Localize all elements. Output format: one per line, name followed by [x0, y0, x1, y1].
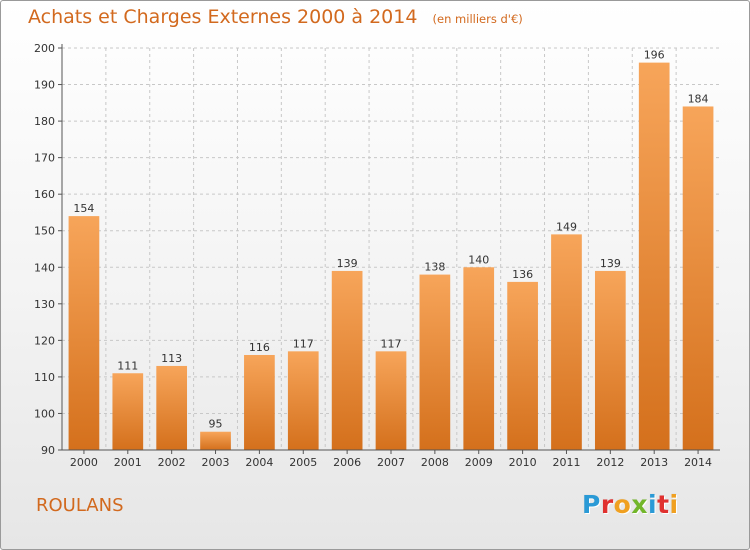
- x-tick-label: 2006: [333, 456, 361, 469]
- chart-subtitle: (en milliers d'€): [432, 12, 523, 26]
- y-tick-label: 160: [34, 188, 55, 201]
- y-tick-label: 110: [34, 371, 55, 384]
- chart-title: Achats et Charges Externes 2000 à 2014: [28, 6, 418, 28]
- bar-2008: [419, 274, 451, 450]
- logo-letter: i: [669, 490, 679, 519]
- y-tick-label: 90: [41, 444, 55, 457]
- x-tick-label: 2008: [421, 456, 449, 469]
- bar-2000: [68, 216, 100, 450]
- x-tick-label: 2013: [640, 456, 668, 469]
- data-label: 149: [556, 220, 577, 233]
- x-tick-label: 2012: [596, 456, 624, 469]
- bar-2011: [551, 234, 582, 450]
- data-label: 117: [381, 337, 402, 350]
- proxiti-logo: Proxiti: [582, 490, 679, 519]
- data-label: 136: [512, 268, 533, 281]
- data-label: 117: [293, 337, 314, 350]
- x-tick-label: 2000: [70, 456, 98, 469]
- x-tick-label: 2010: [509, 456, 537, 469]
- logo-letter: i: [648, 490, 658, 519]
- y-tick-label: 190: [34, 79, 55, 92]
- x-tick-label: 2001: [114, 456, 142, 469]
- logo-letter: t: [657, 490, 670, 519]
- bar-2005: [287, 351, 319, 450]
- y-tick-label: 120: [34, 334, 55, 347]
- bar-2010: [507, 281, 538, 450]
- data-label: 139: [337, 257, 358, 270]
- bar-2007: [375, 351, 407, 450]
- data-label: 140: [468, 253, 489, 266]
- data-label: 116: [249, 341, 270, 354]
- x-tick-label: 2009: [465, 456, 493, 469]
- data-labels: 154 111 113 95 116 117 139 117 138 140 136 149 139 19…: [73, 49, 708, 431]
- x-tick-label: 2004: [245, 456, 273, 469]
- y-tick-label: 150: [34, 225, 55, 238]
- x-tick-label: 2002: [158, 456, 186, 469]
- bar-2006: [331, 270, 363, 450]
- data-label: 95: [209, 418, 223, 431]
- axes: 90 100 110 120 130 140 150 160 170 180 190 200 2000 2…: [34, 42, 720, 469]
- x-tick-label: 2011: [552, 456, 580, 469]
- y-tick-label: 170: [34, 152, 55, 165]
- x-tick-label: 2003: [202, 456, 230, 469]
- data-label: 184: [688, 92, 709, 105]
- y-tick-label: 180: [34, 115, 55, 128]
- bar-2002: [156, 365, 188, 450]
- bar-2009: [463, 267, 495, 450]
- data-label: 138: [424, 261, 445, 274]
- y-tick-label: 140: [34, 261, 55, 274]
- bar-2013: [638, 62, 670, 450]
- y-tick-label: 200: [34, 42, 55, 55]
- bar-2001: [112, 373, 144, 450]
- data-label: 111: [117, 359, 138, 372]
- logo-letter: x: [631, 490, 648, 519]
- commune-name: ROULANS: [36, 495, 124, 516]
- logo-letter: r: [600, 490, 614, 519]
- y-tick-label: 130: [34, 298, 55, 311]
- data-label: 154: [73, 202, 94, 215]
- chart-title-line: Achats et Charges Externes 2000 à 2014 (…: [28, 6, 523, 28]
- data-label: 113: [161, 352, 182, 365]
- data-label: 196: [644, 49, 665, 62]
- bar-2014: [682, 106, 714, 451]
- x-tick-label: 2005: [289, 456, 317, 469]
- x-tick-label: 2014: [684, 456, 712, 469]
- logo-letter: o: [613, 490, 632, 519]
- x-tick-label: 2007: [377, 456, 405, 469]
- bars: [68, 62, 714, 451]
- y-tick-label: 100: [34, 407, 55, 420]
- bar-2004: [244, 354, 275, 450]
- logo-letter: P: [582, 490, 601, 519]
- data-label: 139: [600, 257, 621, 270]
- bar-2003: [200, 431, 231, 450]
- bar-2012: [594, 270, 626, 450]
